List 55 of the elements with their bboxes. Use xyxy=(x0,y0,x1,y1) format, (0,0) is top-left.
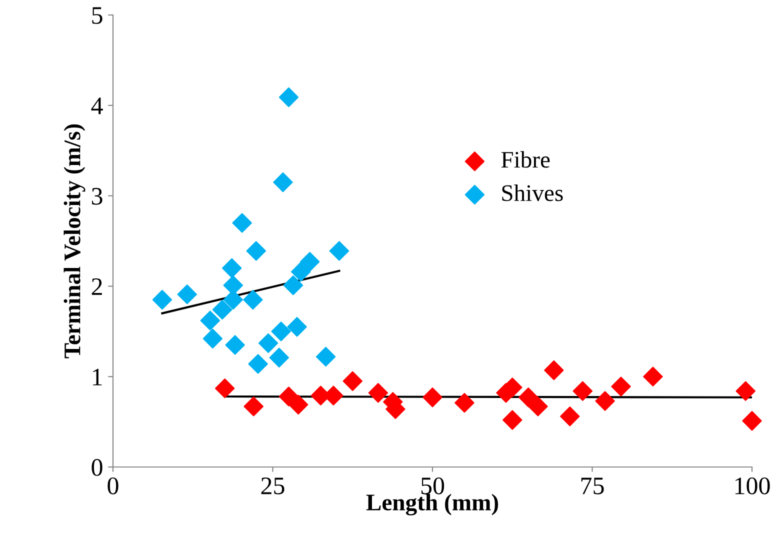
y-tick-label: 5 xyxy=(92,7,102,24)
point xyxy=(225,335,245,355)
point xyxy=(329,241,350,261)
y-tick-label: 2 xyxy=(92,278,102,295)
point xyxy=(288,394,308,414)
point xyxy=(232,213,252,233)
point xyxy=(316,346,336,367)
point xyxy=(283,275,304,296)
point xyxy=(273,172,293,192)
point xyxy=(544,360,564,380)
point xyxy=(202,328,223,349)
y-tick-label: 1 xyxy=(92,368,102,386)
x-tick-label: 50 xyxy=(421,477,444,494)
legend-label: Shives xyxy=(502,184,563,202)
point xyxy=(271,322,291,342)
point xyxy=(300,252,320,272)
point xyxy=(528,396,548,416)
x-tick-label: 75 xyxy=(581,478,604,494)
y-tick-label: 3 xyxy=(92,188,102,205)
point xyxy=(643,366,663,386)
point xyxy=(502,410,522,430)
point xyxy=(269,348,290,368)
point xyxy=(518,388,538,408)
point xyxy=(244,396,264,416)
point xyxy=(248,354,268,374)
point xyxy=(368,383,388,403)
point xyxy=(611,376,631,396)
point xyxy=(290,262,311,282)
x-axis-title: Length (mm) xyxy=(366,494,498,516)
point xyxy=(572,381,593,401)
y-tick-label: 0 xyxy=(92,459,102,476)
y-tick-label: 4 xyxy=(91,98,103,114)
x-tick-label: 25 xyxy=(261,478,284,494)
point xyxy=(200,310,220,330)
point xyxy=(177,284,197,304)
point xyxy=(342,371,362,391)
point xyxy=(278,87,299,108)
point xyxy=(243,290,263,310)
y-axis-title: Terminal Velocity (m/s) xyxy=(64,124,86,358)
legend-label: Fibre xyxy=(501,151,550,168)
point xyxy=(742,411,762,431)
point xyxy=(222,258,242,278)
point xyxy=(246,241,266,261)
point xyxy=(422,388,442,408)
x-tick-label: 0 xyxy=(108,477,118,494)
point xyxy=(560,406,580,426)
point xyxy=(454,392,474,413)
point xyxy=(595,391,615,411)
point xyxy=(736,381,756,401)
point xyxy=(214,378,235,398)
point xyxy=(258,333,278,354)
point xyxy=(212,300,232,320)
point xyxy=(152,290,172,310)
x-tick-label: 100 xyxy=(735,477,770,494)
point xyxy=(287,317,307,337)
